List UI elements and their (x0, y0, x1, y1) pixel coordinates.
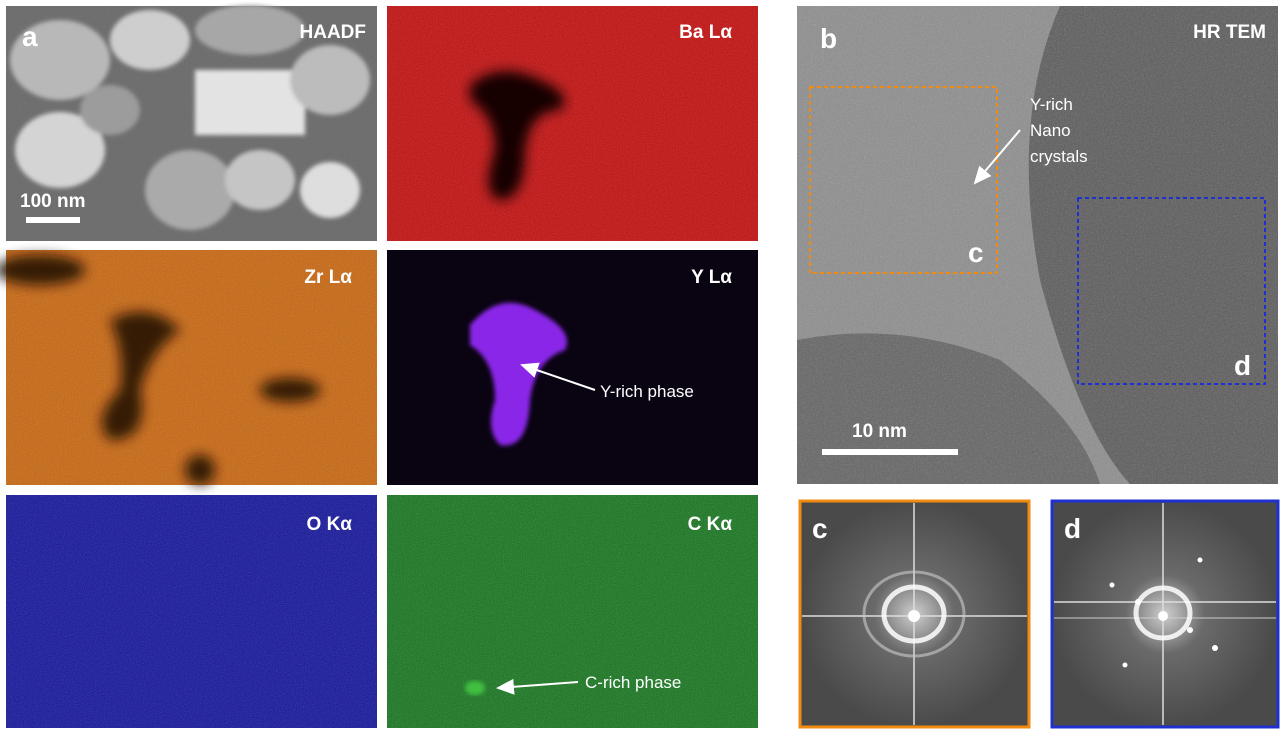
box-label: c (968, 237, 984, 268)
annotation: crystals (1030, 147, 1088, 166)
map-title: Y Lα (691, 267, 732, 288)
panel-label: a (22, 21, 38, 52)
annotation: Y-rich (1030, 95, 1073, 114)
fft-c (800, 501, 1029, 727)
panel-label: c (812, 513, 828, 544)
page: a HAADF 100 nm Ba Lα Zr Lα Y Lα Y-rich p… (0, 0, 1280, 730)
map-title: O Kα (307, 514, 353, 535)
map-title: Ba Lα (679, 22, 732, 43)
scale-bar (26, 217, 80, 223)
map-title: Zr Lα (304, 267, 352, 288)
scale-bar (822, 449, 958, 455)
map-title: C Kα (688, 514, 733, 535)
map-title: HAADF (300, 22, 367, 43)
fft-d (1052, 501, 1278, 727)
annotation: Nano (1030, 121, 1071, 140)
panel-label: d (1064, 513, 1081, 544)
image-title: HR TEM (1193, 22, 1266, 43)
hrtem-image (797, 6, 1278, 484)
annotation: Y-rich phase (600, 382, 694, 401)
panel-label: b (820, 23, 837, 54)
scale-bar-label: 100 nm (20, 191, 85, 212)
box-label: d (1234, 350, 1251, 381)
figure: a HAADF 100 nm Ba Lα Zr Lα Y Lα Y-rich p… (0, 0, 1280, 730)
annotation: C-rich phase (585, 673, 681, 692)
scale-bar-label: 10 nm (852, 421, 907, 442)
